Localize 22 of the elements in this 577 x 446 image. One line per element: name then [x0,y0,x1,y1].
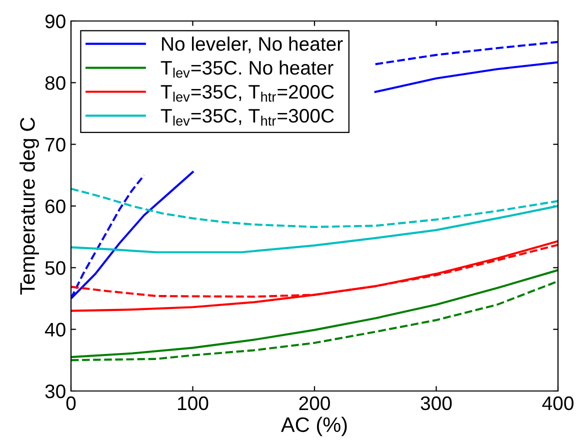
x-axis-title: AC (%) [280,416,347,436]
y-axis-title: Temperature deg C [20,118,39,295]
legend-label: T$_{lev}$=35C. No heater [160,60,334,78]
legend-label: T$_{lev}$=35C, T$_{htr}$=300C [160,108,334,126]
y-tick-label: 30 [45,384,66,398]
x-tick-label: 100 [178,396,208,410]
line-series [71,204,558,254]
line-series [71,188,558,228]
y-tick-label: 60 [46,199,66,214]
y-tick-label: 50 [45,261,66,275]
y-tick-label: 80 [45,76,66,90]
line-series [71,240,558,312]
line-series [71,269,558,358]
y-tick-label: 90 [45,14,66,28]
legend-label: T$_{lev}$=35C, T$_{htr}$=200C [160,84,334,102]
x-tick-label: 400 [542,396,574,410]
x-tick-label: 0 [66,396,76,410]
x-tick-label: 200 [299,396,330,410]
legend-label: No leveler, No heater [162,36,343,54]
y-tick-label: 40 [44,322,66,337]
y-tick-label: 70 [46,138,66,152]
x-tick-label: 300 [420,396,452,410]
